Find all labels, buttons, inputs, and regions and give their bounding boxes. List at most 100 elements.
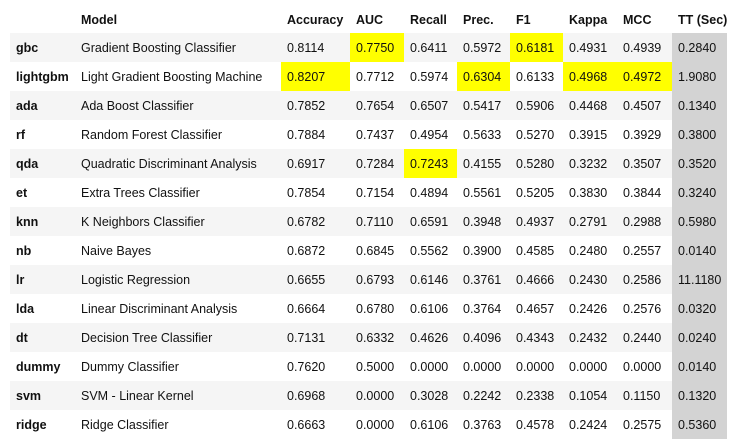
row-id: ada xyxy=(10,91,75,120)
row-id: dt xyxy=(10,323,75,352)
table-row: svm SVM - Linear Kernel 0.6968 0.0000 0.3028… xyxy=(10,381,728,410)
model-comparison-table: Model Accuracy AUC Recall Prec. F1 Kappa MCC TT … xyxy=(10,7,728,439)
precision-cell: 0.3763 xyxy=(457,410,510,439)
mcc-cell: 0.3929 xyxy=(617,120,672,149)
model-name-cell: Ridge Classifier xyxy=(75,410,281,439)
accuracy-cell: 0.6782 xyxy=(281,207,350,236)
row-id: svm xyxy=(10,381,75,410)
kappa-cell: 0.4931 xyxy=(563,33,617,62)
accuracy-cell: 0.6664 xyxy=(281,294,350,323)
precision-cell: 0.4155 xyxy=(457,149,510,178)
f1-cell: 0.5906 xyxy=(510,91,563,120)
header-kappa: Kappa xyxy=(569,13,608,27)
header-model: Model xyxy=(81,13,118,27)
model-name-cell: Quadratic Discriminant Analysis xyxy=(75,149,281,178)
precision-cell: 0.3948 xyxy=(457,207,510,236)
kappa-cell: 0.0000 xyxy=(563,352,617,381)
header-precision: Prec. xyxy=(463,13,494,27)
mcc-cell: 0.4972 xyxy=(617,62,672,91)
tt-sec-cell: 0.3800 xyxy=(672,120,728,149)
model-name-cell: Extra Trees Classifier xyxy=(75,178,281,207)
f1-cell: 0.5205 xyxy=(510,178,563,207)
mcc-cell: 0.2576 xyxy=(617,294,672,323)
header-tt-sec: TT (Sec) xyxy=(678,13,728,27)
table-row: nb Naive Bayes 0.6872 0.6845 0.5562 0.3900 0.4… xyxy=(10,236,728,265)
recall-cell: 0.6591 xyxy=(404,207,457,236)
precision-cell: 0.2242 xyxy=(457,381,510,410)
table-row: lightgbm Light Gradient Boosting Machine 0… xyxy=(10,62,728,91)
auc-cell: 0.5000 xyxy=(350,352,404,381)
mcc-cell: 0.2557 xyxy=(617,236,672,265)
kappa-cell: 0.3232 xyxy=(563,149,617,178)
auc-cell: 0.7654 xyxy=(350,91,404,120)
table-row: rf Random Forest Classifier 0.7884 0.7437 0.… xyxy=(10,120,728,149)
table-row: ada Ada Boost Classifier 0.7852 0.7654 0.650… xyxy=(10,91,728,120)
kappa-cell: 0.3915 xyxy=(563,120,617,149)
f1-cell: 0.6181 xyxy=(510,33,563,62)
tt-sec-cell: 0.1320 xyxy=(672,381,728,410)
table-row: et Extra Trees Classifier 0.7854 0.7154 0.48… xyxy=(10,178,728,207)
kappa-cell: 0.3830 xyxy=(563,178,617,207)
table-row: lda Linear Discriminant Analysis 0.6664 0.6… xyxy=(10,294,728,323)
accuracy-cell: 0.6655 xyxy=(281,265,350,294)
tt-sec-cell: 0.1340 xyxy=(672,91,728,120)
mcc-cell: 0.4507 xyxy=(617,91,672,120)
row-id: lightgbm xyxy=(10,62,75,91)
mcc-cell: 0.0000 xyxy=(617,352,672,381)
mcc-cell: 0.3844 xyxy=(617,178,672,207)
header-accuracy: Accuracy xyxy=(287,13,344,27)
accuracy-cell: 0.6917 xyxy=(281,149,350,178)
recall-cell: 0.6146 xyxy=(404,265,457,294)
header-recall: Recall xyxy=(410,13,447,27)
kappa-cell: 0.4468 xyxy=(563,91,617,120)
tt-sec-cell: 0.0140 xyxy=(672,236,728,265)
header-index xyxy=(10,7,75,33)
accuracy-cell: 0.7131 xyxy=(281,323,350,352)
recall-cell: 0.6106 xyxy=(404,294,457,323)
recall-cell: 0.6507 xyxy=(404,91,457,120)
accuracy-cell: 0.7854 xyxy=(281,178,350,207)
table-row: ridge Ridge Classifier 0.6663 0.0000 0.6106 0… xyxy=(10,410,728,439)
accuracy-cell: 0.8207 xyxy=(281,62,350,91)
kappa-cell: 0.2480 xyxy=(563,236,617,265)
recall-cell: 0.6106 xyxy=(404,410,457,439)
precision-cell: 0.3900 xyxy=(457,236,510,265)
tt-sec-cell: 0.0140 xyxy=(672,352,728,381)
kappa-cell: 0.2791 xyxy=(563,207,617,236)
recall-cell: 0.3028 xyxy=(404,381,457,410)
recall-cell: 0.6411 xyxy=(404,33,457,62)
row-id: gbc xyxy=(10,33,75,62)
f1-cell: 0.5280 xyxy=(510,149,563,178)
precision-cell: 0.5417 xyxy=(457,91,510,120)
model-name-cell: Logistic Regression xyxy=(75,265,281,294)
mcc-cell: 0.2575 xyxy=(617,410,672,439)
model-name-cell: Random Forest Classifier xyxy=(75,120,281,149)
mcc-cell: 0.2586 xyxy=(617,265,672,294)
precision-cell: 0.5633 xyxy=(457,120,510,149)
accuracy-cell: 0.7884 xyxy=(281,120,350,149)
header-mcc: MCC xyxy=(623,13,652,27)
precision-cell: 0.3764 xyxy=(457,294,510,323)
accuracy-cell: 0.8114 xyxy=(281,33,350,62)
kappa-cell: 0.2424 xyxy=(563,410,617,439)
kappa-cell: 0.1054 xyxy=(563,381,617,410)
tt-sec-cell: 0.3520 xyxy=(672,149,728,178)
tt-sec-cell: 0.2840 xyxy=(672,33,728,62)
tt-sec-cell: 11.1180 xyxy=(672,265,728,294)
recall-cell: 0.7243 xyxy=(404,149,457,178)
auc-cell: 0.0000 xyxy=(350,381,404,410)
accuracy-cell: 0.6872 xyxy=(281,236,350,265)
mcc-cell: 0.2440 xyxy=(617,323,672,352)
mcc-cell: 0.1150 xyxy=(617,381,672,410)
tt-sec-cell: 1.9080 xyxy=(672,62,728,91)
tt-sec-cell: 0.5980 xyxy=(672,207,728,236)
recall-cell: 0.0000 xyxy=(404,352,457,381)
accuracy-cell: 0.7620 xyxy=(281,352,350,381)
row-id: lr xyxy=(10,265,75,294)
f1-cell: 0.0000 xyxy=(510,352,563,381)
f1-cell: 0.4343 xyxy=(510,323,563,352)
auc-cell: 0.7110 xyxy=(350,207,404,236)
auc-cell: 0.7284 xyxy=(350,149,404,178)
table-row: dt Decision Tree Classifier 0.7131 0.6332 0.… xyxy=(10,323,728,352)
accuracy-cell: 0.6968 xyxy=(281,381,350,410)
